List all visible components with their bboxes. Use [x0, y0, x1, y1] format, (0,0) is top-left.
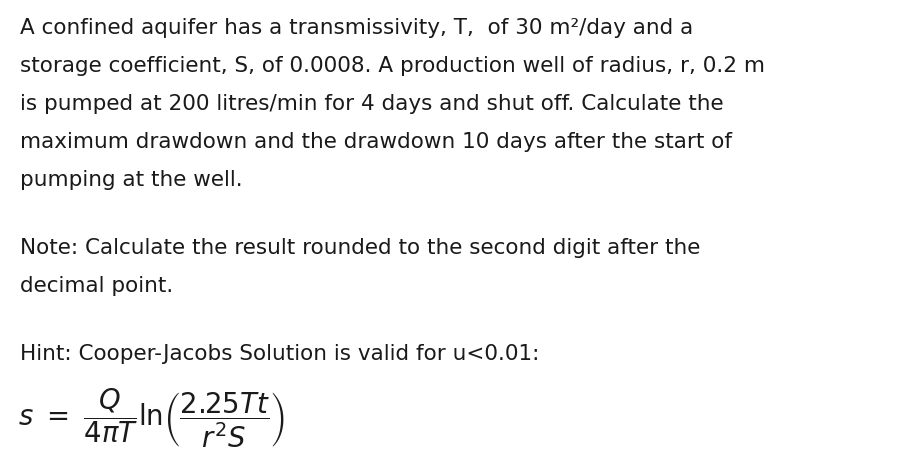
Text: A confined aquifer has a transmissivity, T,  of 30 m²/day and a: A confined aquifer has a transmissivity,… [20, 18, 693, 38]
Text: pumping at the well.: pumping at the well. [20, 170, 243, 190]
Text: Note: Calculate the result rounded to the second digit after the: Note: Calculate the result rounded to th… [20, 238, 700, 258]
Text: maximum drawdown and the drawdown 10 days after the start of: maximum drawdown and the drawdown 10 day… [20, 132, 732, 152]
Text: decimal point.: decimal point. [20, 276, 173, 296]
Text: is pumped at 200 litres/min for 4 days and shut off. Calculate the: is pumped at 200 litres/min for 4 days a… [20, 94, 724, 114]
Text: storage coefficient, S, of 0.0008. A production well of radius, r, 0.2 m: storage coefficient, S, of 0.0008. A pro… [20, 56, 765, 76]
Text: $s \ = \ \dfrac{Q}{4\pi T} \mathrm{ln} \left( \dfrac{2.25Tt}{r^2 S} \right)$: $s \ = \ \dfrac{Q}{4\pi T} \mathrm{ln} \… [18, 386, 285, 450]
Text: Hint: Cooper-Jacobs Solution is valid for u<0.01:: Hint: Cooper-Jacobs Solution is valid fo… [20, 344, 539, 364]
